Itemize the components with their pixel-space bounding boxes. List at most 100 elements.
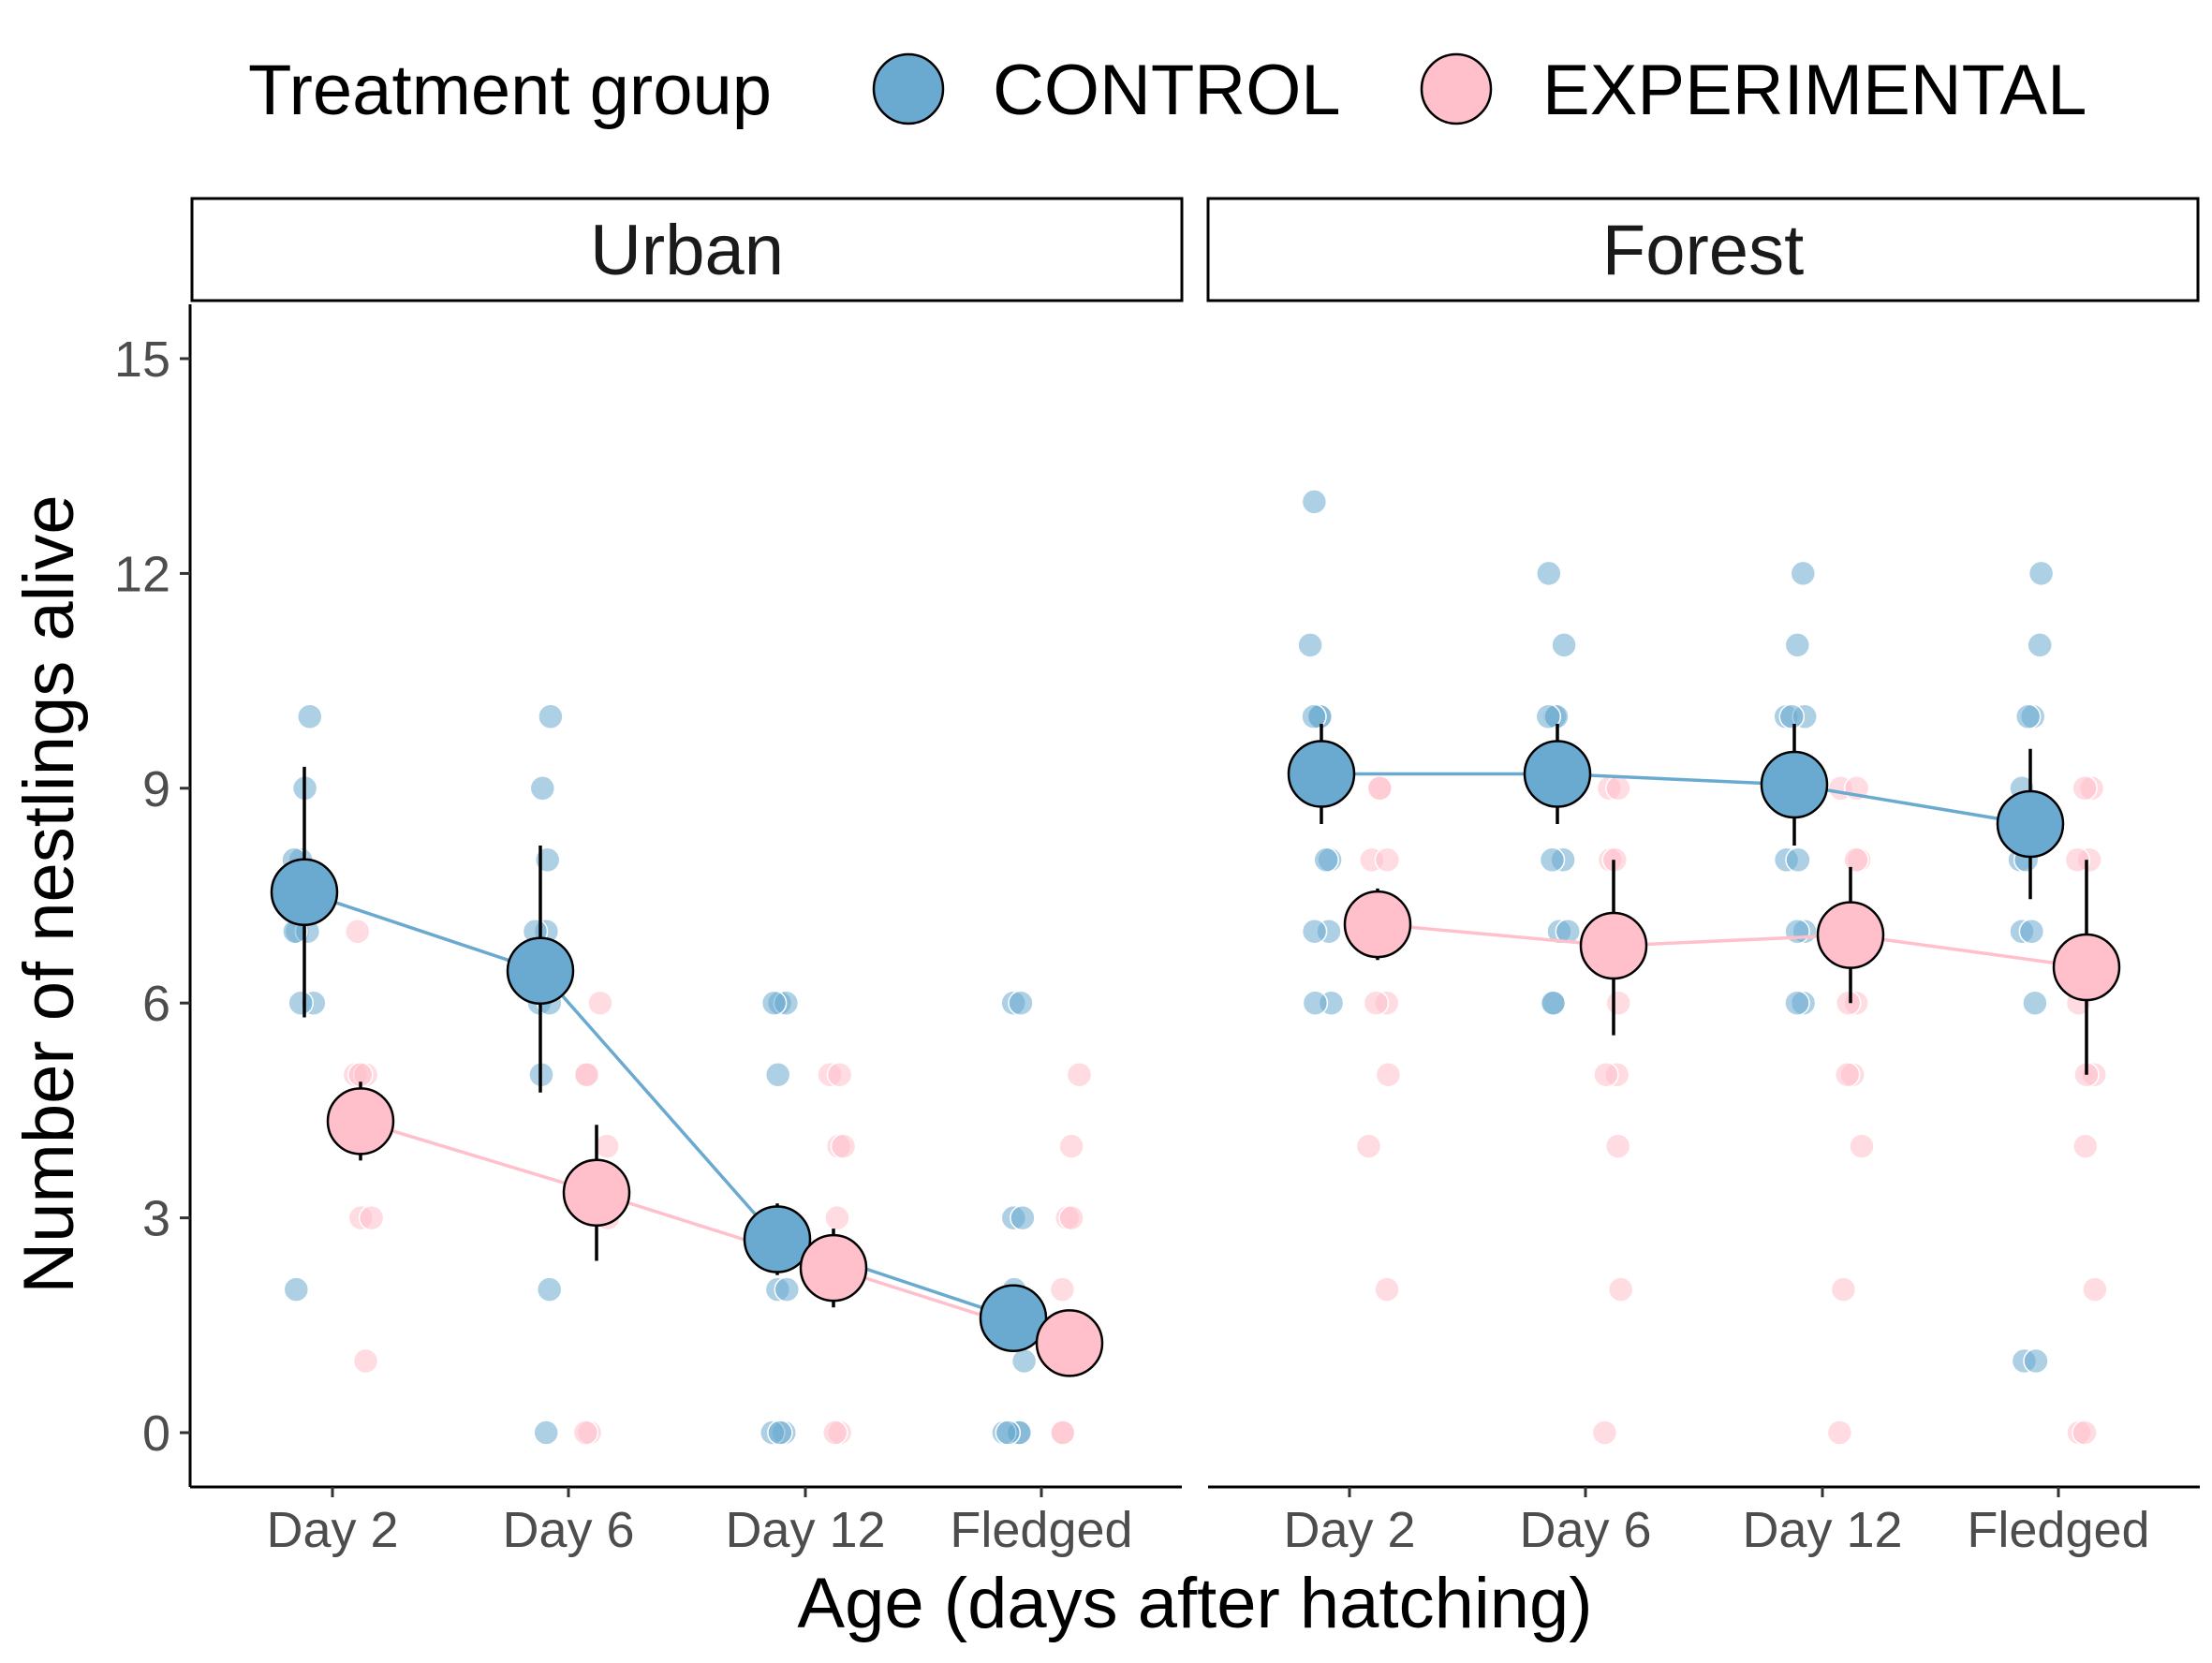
raw-point-experimental [2082, 1276, 2108, 1302]
raw-point-experimental [1849, 1133, 1875, 1159]
raw-point-control [1302, 990, 1329, 1016]
strip-box-forest [1206, 197, 2200, 302]
y-axis-ticks: 0 3 6 9 12 15 [114, 331, 190, 1462]
raw-point-control [2027, 632, 2053, 658]
legend-key-experimental [1420, 52, 1493, 125]
mean-point-control [270, 858, 339, 926]
raw-point-experimental [1593, 1061, 1619, 1088]
x-tick-label: Day 2 [1283, 1502, 1415, 1558]
raw-point-experimental [2072, 1420, 2098, 1446]
raw-point-experimental [352, 1347, 379, 1375]
legend-title: Treatment group [248, 51, 772, 130]
raw-point-control [1010, 1204, 1036, 1231]
raw-point-control [1539, 846, 1566, 874]
raw-point-control [1301, 918, 1328, 945]
raw-point-control [1301, 703, 1327, 730]
raw-point-control [760, 990, 788, 1016]
raw-point-control [1010, 1347, 1038, 1375]
raw-point-control [283, 1276, 310, 1302]
raw-point-control [536, 1276, 563, 1302]
raw-point-experimental [1591, 1420, 1618, 1446]
strip-box-urban [190, 197, 1184, 302]
facet-strip-urban: Urban [190, 197, 1184, 302]
y-tick-label: 6 [142, 976, 170, 1032]
trend-line-control [1321, 772, 2031, 826]
raw-point-experimental [1604, 1133, 1631, 1159]
y-tick-label: 3 [142, 1191, 170, 1247]
panel-forest [1287, 489, 2121, 1446]
y-tick-label: 0 [142, 1405, 170, 1462]
raw-point-control [1785, 846, 1811, 874]
raw-point-experimental [1826, 1420, 1853, 1446]
raw-point-experimental [1843, 846, 1869, 874]
x-axis-title: Age (days after hatching) [797, 1564, 1592, 1643]
mean-point-experimental [326, 1087, 395, 1155]
mean-point-control [1996, 789, 2065, 859]
raw-point-control [774, 1276, 801, 1302]
raw-point-control [1297, 632, 1323, 658]
raw-point-control [533, 1420, 559, 1446]
raw-point-experimental [830, 1133, 857, 1159]
raw-point-control [1313, 846, 1339, 874]
raw-point-experimental [1374, 1276, 1400, 1302]
mean-point-experimental [799, 1233, 868, 1302]
raw-point-control [1790, 560, 1817, 587]
x-tick-label: Fledged [1967, 1502, 2149, 1558]
x-axis-ticks: Day 2 Day 6 Day 12 Fledged Day 2 Day 6 Day 12 F… [266, 1487, 2150, 1558]
raw-point-experimental [2064, 846, 2091, 874]
x-tick-label: Day 2 [266, 1502, 398, 1558]
x-tick-label: Day 6 [1519, 1502, 1651, 1558]
raw-point-experimental [1830, 1276, 1857, 1302]
mean-point-experimental [1579, 911, 1648, 980]
raw-point-experimental [1366, 775, 1393, 802]
raw-point-control [2022, 990, 2048, 1016]
raw-point-experimental [2072, 775, 2098, 802]
mean-point-control [979, 1284, 1048, 1352]
raw-point-control [538, 703, 564, 730]
mean-point-experimental [1343, 890, 1412, 959]
raw-point-experimental [345, 918, 371, 945]
trend-line-experimental [360, 1119, 1070, 1346]
mean-point-control [743, 1205, 812, 1273]
raw-point-experimental [826, 1061, 853, 1088]
raw-point-experimental [358, 1204, 385, 1231]
raw-point-control [2028, 560, 2055, 587]
panel-urban [270, 703, 1104, 1446]
raw-point-experimental [1835, 990, 1862, 1016]
facet-strip-forest: Forest [1206, 197, 2200, 302]
strip-label-urban: Urban [590, 211, 784, 290]
raw-point-experimental [1834, 1061, 1861, 1088]
raw-point-control [1778, 703, 1806, 730]
raw-point-experimental [2072, 1133, 2099, 1159]
raw-point-control [2014, 703, 2042, 730]
raw-point-control [1551, 632, 1577, 658]
raw-point-experimental [1058, 1204, 1084, 1231]
raw-point-experimental [1066, 1061, 1093, 1088]
y-axis-title: Number of nestlings alive [9, 494, 89, 1293]
raw-point-experimental [1605, 990, 1631, 1016]
raw-point-control [1536, 560, 1562, 587]
raw-point-experimental [1355, 1133, 1382, 1159]
raw-point-control [1784, 918, 1810, 945]
raw-point-experimental [1049, 1276, 1076, 1302]
trend-line-control [303, 890, 1014, 1320]
raw-point-experimental [1058, 1133, 1084, 1159]
x-tick-label: Fledged [950, 1502, 1132, 1558]
mean-point-control [506, 936, 575, 1006]
mean-point-experimental [562, 1158, 631, 1228]
mean-point-experimental [1816, 901, 1885, 969]
mean-point-control [1760, 750, 1829, 819]
legend-label-experimental: EXPERIMENTAL [1542, 51, 2087, 130]
raw-point-control [1008, 990, 1034, 1016]
mean-point-control [1287, 740, 1356, 808]
mean-point-experimental [2052, 933, 2121, 1002]
raw-point-control [1540, 990, 1567, 1016]
x-tick-label: Day 12 [725, 1502, 885, 1558]
raw-point-experimental [821, 1420, 848, 1446]
legend: Treatment group CONTROL EXPERIMENTAL [248, 51, 2087, 130]
mean-point-experimental [1035, 1309, 1104, 1377]
raw-point-control [1555, 918, 1582, 945]
x-tick-label: Day 6 [502, 1502, 634, 1558]
